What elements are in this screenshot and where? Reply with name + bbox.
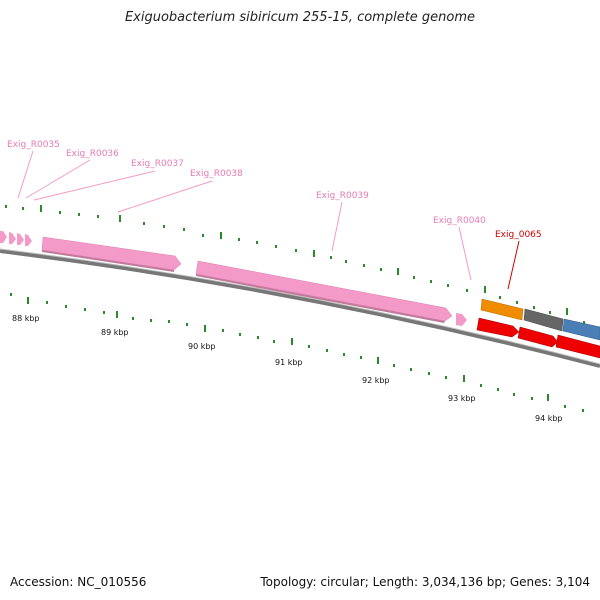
label-exig-0065[interactable]: Exig_0065 [495,230,542,240]
scale-label-90: 90 kbp [188,342,216,351]
gene-feature-exig-0065[interactable] [476,317,520,338]
label-exig-r0037[interactable]: Exig_R0037 [131,159,184,169]
label-exig-r0036[interactable]: Exig_R0036 [66,149,119,159]
lower-tick-track [10,293,584,412]
label-leader-exig-0065 [507,240,520,290]
gene-feature-gray[interactable] [523,308,564,332]
scale-label-93: 93 kbp [448,394,476,403]
scale-label-92: 92 kbp [362,376,390,385]
genome-summary-text: Topology: circular; Length: 3,034,136 bp… [260,575,590,589]
gene-feature-red-3[interactable] [555,334,600,359]
label-exig-r0038[interactable]: Exig_R0038 [190,169,243,179]
genome-backbone [0,249,600,368]
label-exig-r0035[interactable]: Exig_R0035 [7,140,60,150]
rna-feature-r0038[interactable] [41,236,182,271]
scale-label-94: 94 kbp [535,414,563,423]
gene-feature-blue[interactable] [562,318,600,341]
accession-text: Accession: NC_010556 [10,575,147,589]
label-exig-r0039[interactable]: Exig_R0039 [316,191,369,201]
label-exig-r0040[interactable]: Exig_R0040 [433,216,486,226]
rna-feature-r0039[interactable] [195,260,453,322]
gene-feature-orange[interactable] [480,298,524,321]
rna-small-arrows[interactable] [0,231,32,246]
rna-feature-r0040[interactable] [456,313,467,326]
upper-tick-track [5,205,585,324]
label-leaders [17,150,472,281]
scale-label-88: 88 kbp [12,314,40,323]
map-title: Exiguobacterium sibiricum 255-15, comple… [124,10,476,25]
gene-feature-red-2[interactable] [517,326,559,348]
scale-label-91: 91 kbp [275,358,303,367]
scale-label-89: 89 kbp [101,328,129,337]
